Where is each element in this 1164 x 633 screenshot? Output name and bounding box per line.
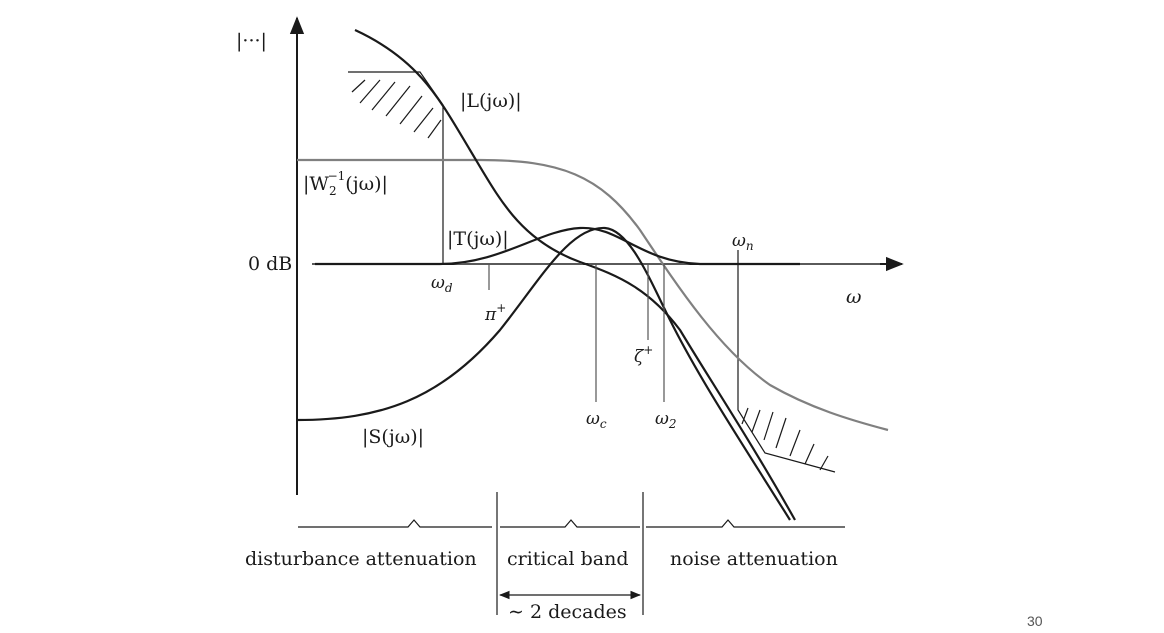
complementary-sensitivity-curve bbox=[315, 226, 800, 266]
disturbance-band-label: disturbance attenuation bbox=[245, 548, 477, 570]
sensitivity-curve bbox=[296, 226, 791, 521]
decades-label: ∼ 2 decades bbox=[508, 601, 627, 623]
omega-c-label: ωc bbox=[586, 409, 607, 431]
zeta-plus-label: ζ+ bbox=[634, 343, 653, 367]
high-frequency-bound bbox=[737, 250, 836, 473]
loop-gain-label: |L(jω)| bbox=[460, 90, 522, 112]
low-frequency-bound bbox=[348, 71, 444, 264]
frequency-markers bbox=[488, 264, 665, 402]
y-axis-label: |···| bbox=[236, 30, 267, 52]
w2-inverse-curve bbox=[297, 158, 889, 432]
page-number: 30 bbox=[1027, 613, 1043, 629]
pi-plus-label: π+ bbox=[484, 301, 506, 325]
loop-gain-curve bbox=[354, 29, 796, 521]
sensitivity-label: |S(jω)| bbox=[362, 426, 424, 448]
omega-n-label: ωn bbox=[732, 231, 754, 253]
omega-d-label: ωd bbox=[431, 273, 453, 295]
zero-db-label: 0 dB bbox=[248, 253, 292, 275]
band-brackets bbox=[298, 492, 845, 615]
omega-2-label: ω2 bbox=[655, 409, 677, 431]
w2-inverse-label: |W2−1(jω)| bbox=[303, 169, 388, 198]
noise-band-label: noise attenuation bbox=[670, 548, 838, 570]
complementary-sensitivity-label: |T(jω)| bbox=[447, 228, 509, 250]
x-axis-label: ω bbox=[846, 286, 862, 308]
critical-band-label: critical band bbox=[507, 548, 629, 570]
